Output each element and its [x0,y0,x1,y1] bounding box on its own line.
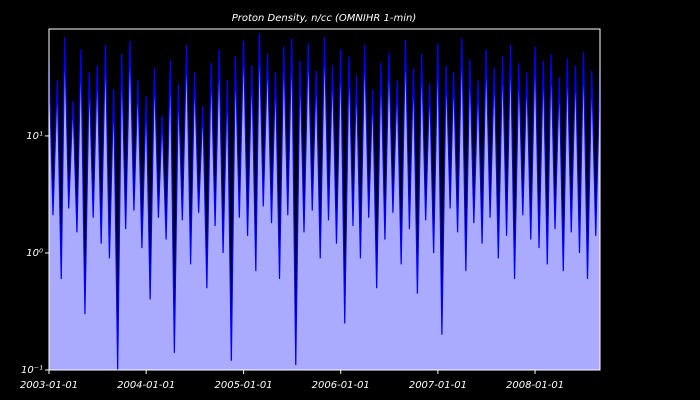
x-tick-label: 2004-01-01 [117,380,175,391]
x-tick-label: 2006-01-01 [312,380,370,391]
y-tick-label: 10¹ [26,131,43,142]
plot-frame [48,28,601,371]
x-tick-label: 2003-01-01 [20,380,78,391]
x-tick-label: 2005-01-01 [215,380,273,391]
y-tick-label: 10⁻¹ [21,365,43,376]
x-tick-label: 2008-01-01 [506,380,564,391]
x-tick-label: 2007-01-01 [409,380,467,391]
chart-title: Proton Density, n/cc (OMNIHR 1-min) [232,13,417,24]
line [48,33,601,371]
area [49,33,600,370]
y-tick-label: 10⁰ [26,248,43,259]
